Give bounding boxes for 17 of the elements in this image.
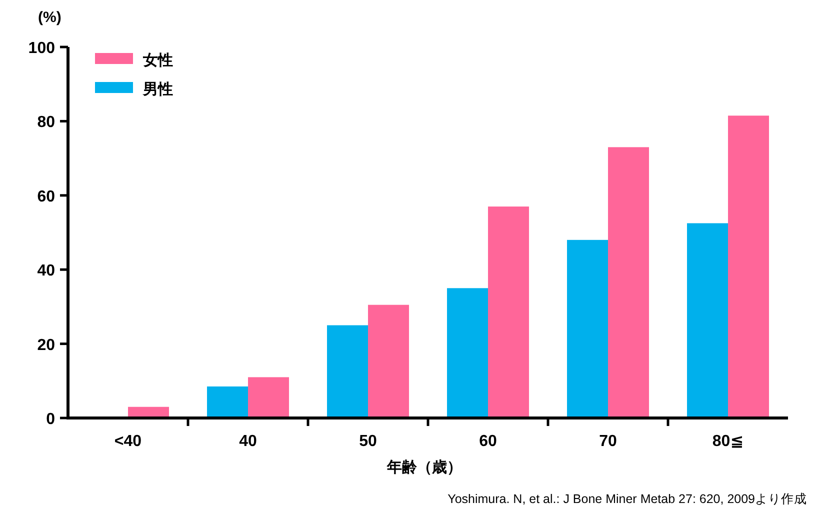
text: Yoshimura. N, et al.: J Bone Miner Metab 27: 620, 2009より作成	[448, 492, 807, 506]
x-tick-label: 80≦	[712, 433, 744, 450]
x-tick-label: 70	[599, 433, 617, 450]
y-tick-label: 80	[37, 114, 56, 132]
y-tick-label: 60	[37, 188, 56, 206]
y-tick-label: 100	[28, 40, 56, 57]
x-axis-title: 年齢（歳）	[386, 459, 462, 476]
y-tick-label: 20	[37, 336, 56, 354]
x-tick-label: 40	[239, 433, 257, 450]
x-tick-label: 60	[479, 433, 497, 450]
y-tick-label: 0	[46, 411, 56, 428]
legend-label: 女性	[142, 52, 173, 69]
legend-label: 男性	[142, 81, 173, 98]
x-tick-label: 50	[359, 433, 377, 450]
y-tick-label: 40	[37, 262, 56, 280]
y-axis-title: (%)	[38, 9, 62, 26]
x-tick-label: <40	[114, 433, 142, 450]
